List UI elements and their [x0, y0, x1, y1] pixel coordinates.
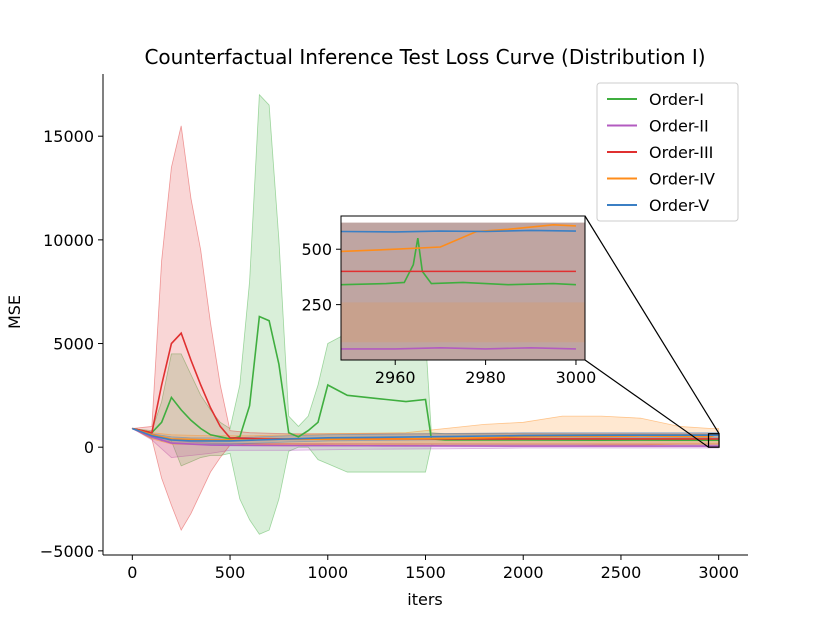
inset-band [341, 222, 585, 360]
connector-line [584, 359, 709, 448]
line-order-v [132, 427, 719, 442]
line-order-i [132, 315, 719, 441]
series-lines [132, 315, 719, 447]
legend: Order-I Order-II Order-III Order-IV Order-V [596, 82, 739, 222]
inset-y-tick-label: 250 [301, 296, 332, 315]
inset-y-tick-label: 500 [301, 240, 332, 259]
x-tick-label: 500 [215, 563, 246, 582]
inset-band [341, 222, 585, 360]
inset-line-order-iv [340, 224, 577, 253]
line-order-ii [132, 427, 719, 447]
connector-line [584, 215, 720, 435]
inset-x-tick-label: 2960 [375, 368, 416, 387]
inset-background [341, 216, 585, 360]
inset-x-tick-label: 2980 [465, 368, 506, 387]
y-tick-label: 0 [84, 438, 94, 457]
inset-line-order-v [340, 229, 576, 233]
legend-label-order-ii: Order-II [649, 117, 709, 136]
x-tick-label: 2000 [503, 563, 544, 582]
x-tick-label: 1000 [307, 563, 348, 582]
inset-plot: 2960 2980 3000 250 500 [301, 215, 597, 387]
legend-label-order-iv: Order-IV [649, 170, 715, 189]
line-order-iv [132, 427, 719, 441]
y-tick-label: −5000 [40, 542, 94, 561]
inset-band [341, 222, 585, 360]
x-tick-label: 3000 [698, 563, 739, 582]
legend-label-order-v: Order-V [649, 196, 709, 215]
inset-band [341, 222, 585, 360]
axes: 0 500 1000 1500 2000 2500 3000 −5000 0 5000 10000 1… [40, 74, 748, 582]
x-tick-label: 1500 [405, 563, 446, 582]
inset-band [341, 222, 585, 360]
x-tick-label: 0 [127, 563, 137, 582]
y-tick-label: 15000 [43, 127, 94, 146]
x-axis-label: iters [407, 590, 442, 609]
legend-label-order-iii: Order-III [649, 143, 713, 162]
legend-label-order-i: Order-I [649, 90, 704, 109]
y-axis-label: MSE [5, 295, 24, 329]
x-tick-label: 2500 [601, 563, 642, 582]
zoom-box [707, 433, 720, 448]
zoom-indicator [584, 215, 720, 448]
y-tick-label: 10000 [43, 231, 94, 250]
line-order-iii [132, 331, 719, 440]
inset-line-order-ii [341, 347, 576, 350]
inset-x-tick-label: 3000 [556, 368, 597, 387]
y-tick-label: 5000 [53, 335, 94, 354]
legend-box [596, 82, 739, 222]
chart-title: Counterfactual Inference Test Loss Curve… [144, 45, 705, 69]
inset-frame [340, 215, 586, 361]
inset-band [341, 302, 585, 343]
